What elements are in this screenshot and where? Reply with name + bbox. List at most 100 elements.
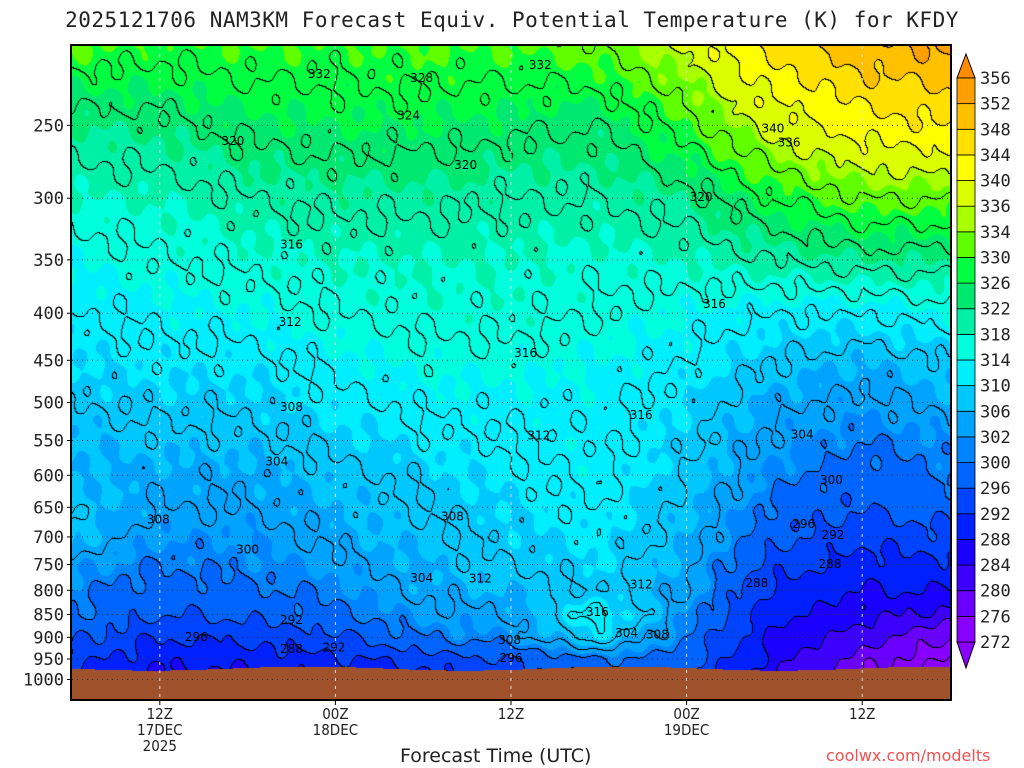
colorbar-label: 356 — [980, 69, 1011, 89]
colorbar-swatch — [956, 77, 976, 105]
contour-label: 300 — [820, 473, 843, 487]
contour-label: 288 — [819, 557, 842, 571]
contour-label: 308 — [646, 627, 669, 641]
colorbar-label: 348 — [980, 120, 1011, 140]
colorbar-swatch — [956, 513, 976, 540]
contour-label: 312 — [630, 577, 653, 591]
contour-label: 336 — [778, 136, 801, 150]
colorbar-label: 330 — [980, 248, 1011, 268]
contour-label: 308 — [147, 512, 170, 526]
contour-label: 316 — [703, 297, 726, 311]
y-tick-label: 250 — [33, 116, 64, 136]
contour-label: 296 — [500, 651, 523, 665]
y-tick-label: 850 — [33, 606, 64, 626]
contour-label: 304 — [410, 571, 433, 585]
y-tick-label: 650 — [33, 498, 64, 518]
colorbar-swatch — [956, 128, 976, 156]
contour-label: 308 — [280, 400, 303, 414]
contour-label: 308 — [441, 509, 464, 523]
y-tick-label: 350 — [33, 251, 64, 271]
colorbar-label: 272 — [980, 633, 1011, 653]
contour-label: 288 — [745, 576, 768, 590]
contour-label: 304 — [265, 455, 288, 469]
colorbar-swatch — [956, 154, 976, 181]
x-axis-label: Forecast Time (UTC) — [400, 745, 592, 767]
contour-label: 296 — [185, 630, 208, 644]
contour-label: 312 — [279, 315, 302, 329]
colorbar-swatch — [956, 564, 976, 592]
colorbar-swatch — [956, 180, 976, 207]
y-tick-label: 500 — [33, 393, 64, 413]
contour-label: 324 — [397, 109, 420, 123]
contour-label: 316 — [514, 346, 537, 360]
x-tick-label: 12Z — [498, 705, 524, 723]
x-tick-label: 00Z — [322, 705, 348, 723]
credit-link[interactable]: coolwx.com/modelts — [826, 746, 991, 765]
colorbar-label: 288 — [980, 530, 1011, 550]
colorbar-swatch — [956, 359, 976, 387]
colorbar-label: 334 — [980, 223, 1011, 243]
y-tick-label: 1000 — [23, 670, 64, 690]
colorbar-swatch — [956, 103, 976, 130]
contour-label: 304 — [615, 626, 638, 640]
colorbar-label: 306 — [980, 402, 1011, 422]
colorbar-min-arrow — [956, 641, 976, 670]
colorbar-label: 300 — [980, 454, 1011, 474]
colorbar-swatch — [956, 333, 976, 361]
y-tick-label: 700 — [33, 528, 64, 548]
colorbar-max-arrow — [956, 52, 976, 79]
colorbar-swatch — [956, 410, 976, 438]
contour-label: 296 — [792, 517, 815, 531]
y-tick-label: 550 — [33, 432, 64, 452]
colorbar-label: 302 — [980, 428, 1011, 448]
contour-label: 316 — [630, 408, 653, 422]
colorbar-label: 318 — [980, 325, 1011, 345]
contour-label: 288 — [280, 642, 303, 656]
colorbar-label: 280 — [980, 582, 1011, 602]
contour-label: 316 — [280, 238, 303, 252]
contour-label: 292 — [322, 640, 345, 654]
colorbar-label: 326 — [980, 274, 1011, 294]
colorbar-label: 296 — [980, 479, 1011, 499]
x-tick-label: 18DEC — [313, 721, 359, 739]
x-tick-label: 00Z — [673, 705, 699, 723]
colorbar-swatch — [956, 205, 976, 233]
y-tick-label: 950 — [33, 650, 64, 670]
x-tick-label: 19DEC — [664, 721, 710, 739]
colorbar-swatch — [956, 615, 976, 643]
colorbar-swatch — [956, 539, 976, 566]
x-tick-label: 12Z — [147, 705, 173, 723]
y-tick-label: 800 — [33, 581, 64, 601]
x-tick-label: 17DEC — [137, 721, 183, 739]
colorbar-swatch — [956, 436, 976, 463]
contour-label: 320 — [690, 190, 713, 204]
colorbar-swatch — [956, 590, 976, 617]
colorbar-swatch — [956, 462, 976, 489]
colorbar-label: 340 — [980, 172, 1011, 192]
y-tick-label: 750 — [33, 555, 64, 575]
x-tick-label: 2025 — [143, 737, 177, 755]
colorbar-label: 292 — [980, 505, 1011, 525]
colorbar-swatch — [956, 231, 976, 258]
colorbar-label: 352 — [980, 95, 1011, 115]
contour-label: 340 — [761, 122, 784, 136]
y-tick-label: 600 — [33, 466, 64, 486]
contour-label: 320 — [454, 158, 477, 172]
contour-label: 332 — [308, 67, 331, 81]
chart-title: 2025121706 NAM3KM Forecast Equiv. Potent… — [65, 8, 959, 32]
y-tick-label: 300 — [33, 189, 64, 209]
contour-label: 312 — [527, 428, 550, 442]
contour-label: 304 — [791, 428, 814, 442]
y-tick-label: 900 — [33, 628, 64, 648]
contour-label: 332 — [529, 58, 552, 72]
colorbar-label: 322 — [980, 300, 1011, 320]
contour-label: 292 — [821, 528, 844, 542]
colorbar-swatch — [956, 487, 976, 515]
x-tick-label: 12Z — [849, 705, 875, 723]
colorbar-label: 344 — [980, 146, 1011, 166]
contour-label: 292 — [280, 613, 303, 627]
contour-label: 312 — [469, 572, 492, 586]
colorbar-swatch — [956, 282, 976, 310]
contour-label: 308 — [498, 633, 521, 647]
